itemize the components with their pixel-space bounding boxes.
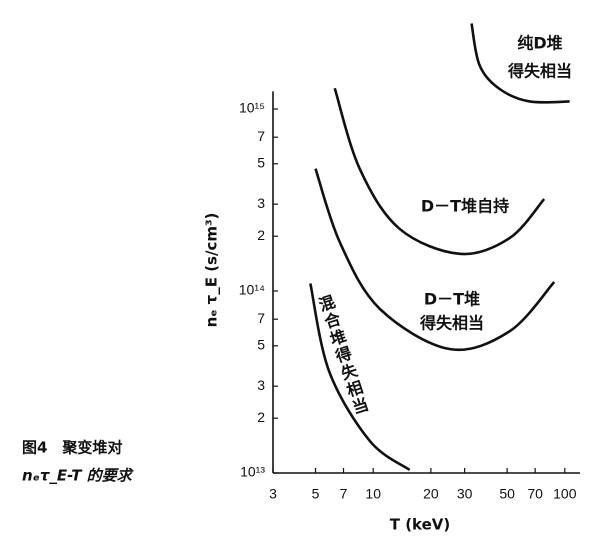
y-tick-label: 2 [257,227,265,243]
y-tick-label: 10¹⁴ [239,282,265,298]
y-tick-label: 7 [257,128,265,144]
curve [309,283,411,471]
x-tick-label: 100 [553,486,577,502]
caption: nₑτ_E-T 的要求 [22,467,134,485]
x-tick-label: 30 [457,486,473,502]
y-tick-label: 3 [257,195,265,211]
x-tick-label: 70 [527,486,543,502]
y-tick-label: 2 [257,409,265,425]
annotation: D－T堆 [424,290,480,309]
y-tick-label: 5 [257,336,265,352]
x-tick-label: 50 [499,486,515,502]
annotation: 纯D堆 [517,34,562,53]
caption: 图4 聚变堆对 [22,439,122,457]
y-tick-label: 10¹⁵ [239,100,265,116]
annotation: 得失相当 [507,62,572,81]
y-tick-label: 5 [257,154,265,170]
curve [314,168,556,352]
curve [333,87,546,256]
x-tick-label: 20 [423,486,439,502]
x-tick-label: 7 [340,486,348,502]
x-tick-label: 5 [312,486,320,502]
y-tick-label: 10¹³ [240,464,265,480]
annotation: 得失相当 [419,314,484,333]
annotation: D－T堆自持 [421,197,509,216]
x-axis-label: T (keV) [390,516,451,534]
y-tick-label: 3 [257,377,265,393]
x-tick-label: 3 [269,486,277,502]
y-axis-label: nₑ τ_E (s/cm³) [203,213,221,328]
curve [470,23,570,104]
x-tick-label: 10 [365,486,381,502]
y-tick-label: 7 [257,310,265,326]
